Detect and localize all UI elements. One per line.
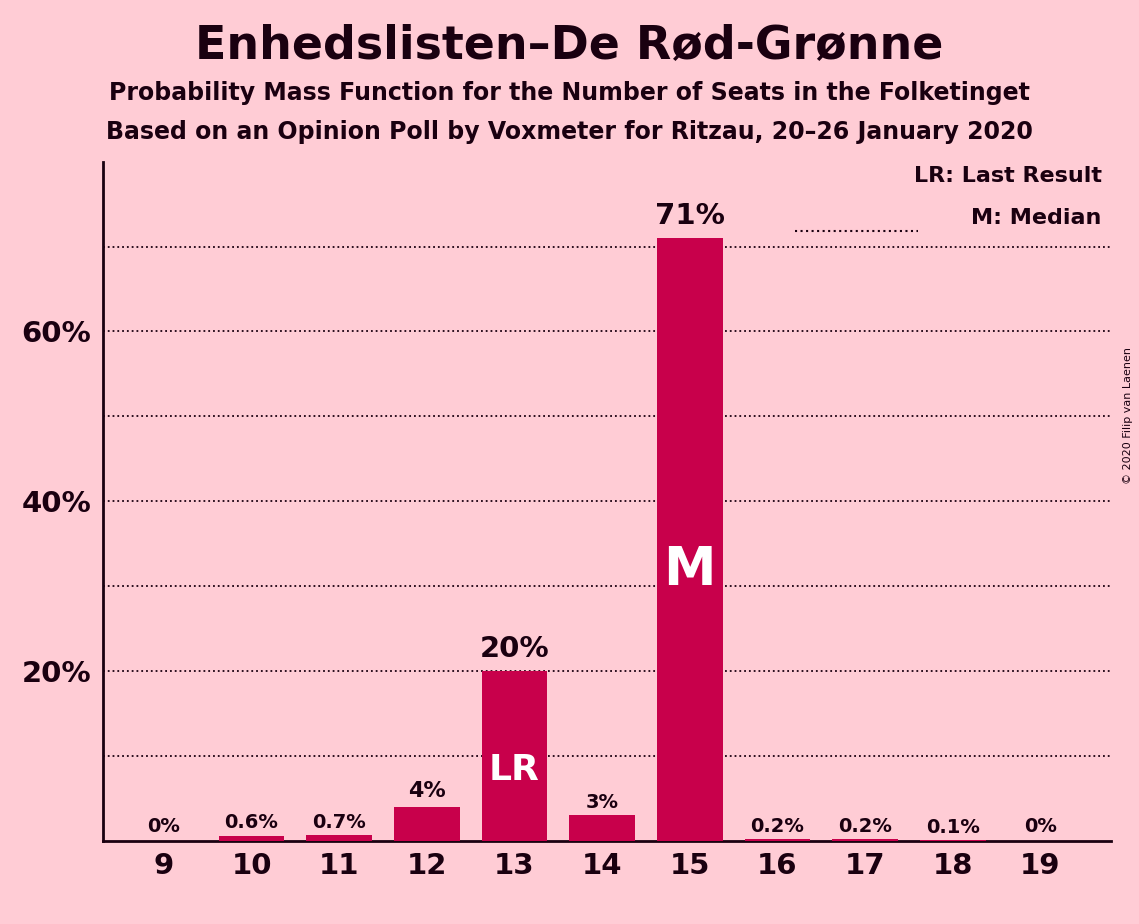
Bar: [657, 238, 722, 841]
Text: Based on an Opinion Poll by Voxmeter for Ritzau, 20–26 January 2020: Based on an Opinion Poll by Voxmeter for…: [106, 120, 1033, 144]
Bar: [482, 671, 548, 841]
Text: 0%: 0%: [1024, 817, 1057, 835]
Text: 0.1%: 0.1%: [926, 818, 980, 836]
Text: 71%: 71%: [655, 201, 724, 230]
Text: 0.2%: 0.2%: [751, 817, 804, 835]
Bar: [306, 835, 372, 841]
Bar: [394, 807, 460, 841]
Text: LR: Last Result: LR: Last Result: [913, 166, 1101, 186]
Text: 0%: 0%: [147, 817, 180, 835]
Text: 3%: 3%: [585, 793, 618, 812]
Text: © 2020 Filip van Laenen: © 2020 Filip van Laenen: [1123, 347, 1133, 484]
Text: 0.7%: 0.7%: [312, 812, 366, 832]
Text: 0.6%: 0.6%: [224, 813, 278, 833]
Bar: [745, 839, 810, 841]
Bar: [570, 815, 636, 841]
Text: 0.2%: 0.2%: [838, 817, 892, 835]
Bar: [219, 835, 285, 841]
Text: M: M: [664, 543, 716, 596]
Text: M: Median: M: Median: [972, 209, 1101, 228]
Bar: [833, 839, 898, 841]
Text: Enhedslisten–De Rød-Grønne: Enhedslisten–De Rød-Grønne: [195, 23, 944, 68]
Text: Probability Mass Function for the Number of Seats in the Folketinget: Probability Mass Function for the Number…: [109, 81, 1030, 105]
Text: 20%: 20%: [480, 635, 549, 663]
Text: LR: LR: [489, 752, 540, 786]
Text: 4%: 4%: [408, 781, 445, 801]
